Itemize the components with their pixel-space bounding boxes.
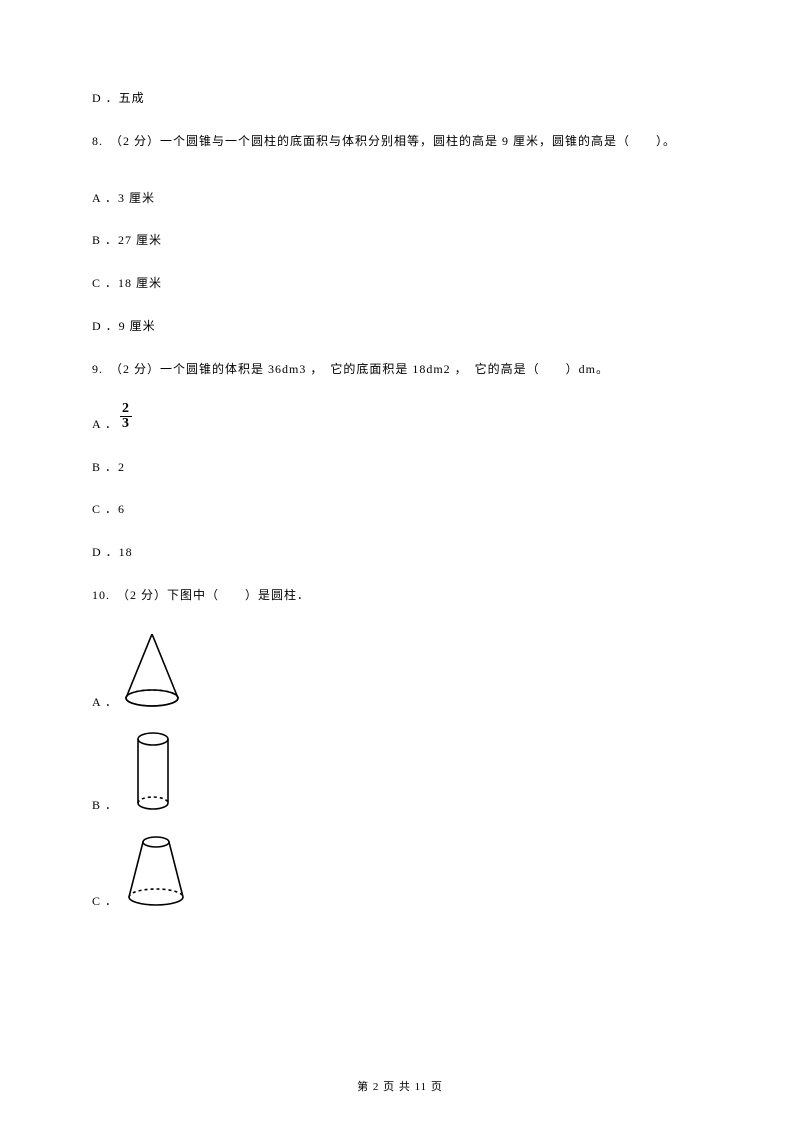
page-footer: 第 2 页 共 11 页 [0,1078,800,1094]
q7-option-d: D ．五成 [92,90,708,107]
q10-option-c: C ． [92,833,708,912]
frustum-icon [124,833,188,912]
q8-option-b: B ．27 厘米 [92,232,708,249]
q10-option-a: A ． [92,630,708,713]
q10-stem: 10. （2 分）下图中（ ）是圆柱． [92,587,708,604]
q9-option-d: D ．18 [92,544,708,561]
q9-option-b: B ．2 [92,459,708,476]
q10-option-c-prefix: C ． [92,893,118,912]
q10-option-a-prefix: A ． [92,694,118,713]
q8-option-d: D ．9 厘米 [92,318,708,335]
q8-option-a: A ．3 厘米 [92,190,708,207]
q8-stem: 8. （2 分）一个圆锥与一个圆柱的底面积与体积分别相等，圆柱的高是 9 厘米，… [92,133,708,150]
q10-option-b: B ． [92,731,708,816]
fraction-2-3: 2 3 [120,402,132,431]
q9-stem: 9. （2 分）一个圆锥的体积是 36dm3 ， 它的底面积是 18dm2 ， … [92,361,708,378]
fraction-denominator: 3 [120,417,132,431]
q10-option-b-prefix: B ． [92,797,118,816]
cone-icon [120,630,184,713]
cylinder-icon [134,731,172,816]
q9-option-a: A ． 2 3 [92,404,708,433]
q9-option-a-prefix: A ． [92,416,118,433]
q8-option-c: C ．18 厘米 [92,275,708,292]
page-content: D ．五成 8. （2 分）一个圆锥与一个圆柱的底面积与体积分别相等，圆柱的高是… [0,0,800,912]
q9-option-c: C ．6 [92,501,708,518]
fraction-numerator: 2 [120,402,132,417]
